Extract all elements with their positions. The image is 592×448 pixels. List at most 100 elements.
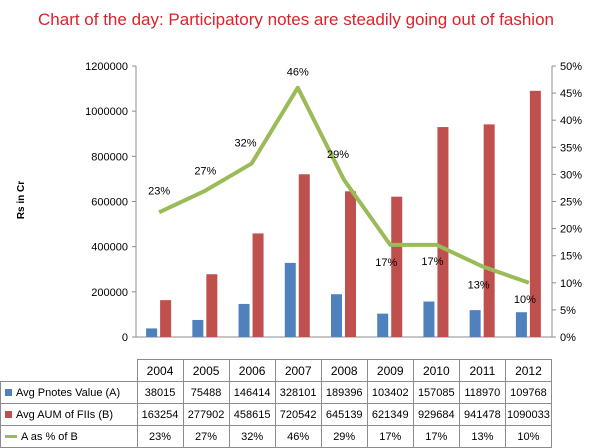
bar-aum xyxy=(252,233,264,337)
table-cell: 929684 xyxy=(412,403,460,426)
x-tick-label: 2004 xyxy=(136,359,184,382)
y2-tick-label: 40% xyxy=(560,115,582,127)
y2-tick-label: 5% xyxy=(560,305,576,317)
y-axis: 0 200000 400000 600000 800000 1000000 1200000 xyxy=(85,61,136,344)
bar-aum xyxy=(298,174,310,337)
y-tick-label: 1000000 xyxy=(85,106,128,118)
table-row-aum: Avg AUM of FIIs (B) 163254 277902 458615 72… xyxy=(0,403,553,426)
y2-tick-label: 20% xyxy=(560,224,582,236)
table-cell: 75488 xyxy=(182,381,230,404)
table-cell: 277902 xyxy=(182,403,230,426)
bar-pnotes xyxy=(331,294,342,337)
bar-pnotes xyxy=(284,262,296,337)
x-tick-label: 2010 xyxy=(412,359,460,382)
bar-aum xyxy=(437,127,449,338)
data-label-percent: 29% xyxy=(327,149,349,161)
bar-aum xyxy=(345,191,356,337)
table-cell: 645139 xyxy=(320,403,368,426)
y2-tick-label: 30% xyxy=(560,169,582,181)
table-cell: 10% xyxy=(504,425,553,448)
x-tick-label: 2005 xyxy=(182,359,230,382)
y-tick-label: 400000 xyxy=(91,242,128,254)
table-cell: 29% xyxy=(320,425,368,448)
legend-swatch-blue xyxy=(5,389,12,397)
bar-pnotes xyxy=(146,328,158,337)
table-cell: 720542 xyxy=(274,403,322,426)
data-label-percent: 17% xyxy=(375,257,397,269)
bar-pnotes xyxy=(377,313,389,337)
legend-entry-aum: Avg AUM of FIIs (B) xyxy=(0,403,138,426)
x-tick-label: 2008 xyxy=(320,359,368,382)
table-cell: 458615 xyxy=(228,403,276,426)
data-label-percent: 17% xyxy=(421,256,443,268)
bar-aum xyxy=(160,300,172,337)
legend-line-green xyxy=(5,435,17,439)
bar-pnotes xyxy=(423,301,435,337)
table-row-pnotes: Avg Pnotes Value (A) 38015 75488 146414 328… xyxy=(0,381,553,404)
legend-label: Avg AUM of FIIs (B) xyxy=(16,408,113,421)
legend-entry-percent: A as % of B xyxy=(0,425,138,448)
data-label-percent: 10% xyxy=(514,294,536,306)
data-label-percent: 13% xyxy=(468,280,490,292)
table-corner xyxy=(0,359,138,382)
bar-pnotes xyxy=(469,310,481,337)
chart-title: Chart of the day: Participatory notes ar… xyxy=(38,10,554,29)
bar-aum xyxy=(206,274,218,337)
y2-tick-label: 35% xyxy=(560,142,582,154)
x-tick-label: 2007 xyxy=(274,359,322,382)
y-tick-label: 0 xyxy=(122,332,128,344)
y2-tick-label: 45% xyxy=(560,88,582,100)
y-tick-label: 600000 xyxy=(91,197,128,209)
y2-tick-label: 50% xyxy=(560,61,582,73)
table-cell: 941478 xyxy=(458,403,506,426)
percent-line-path xyxy=(158,85,530,285)
data-label-percent: 23% xyxy=(148,185,170,197)
table-cell: 17% xyxy=(366,425,414,448)
legend-label: Avg Pnotes Value (A) xyxy=(16,386,121,399)
x-tick-label: 2011 xyxy=(458,359,506,382)
table-cell: 46% xyxy=(274,425,322,448)
bar-pnotes xyxy=(192,319,204,337)
y2-tick-label: 25% xyxy=(560,197,582,209)
table-cell: 189396 xyxy=(320,381,368,404)
table-cell: 103402 xyxy=(366,381,414,404)
bar-aum xyxy=(483,124,495,337)
y-axis-label: Rs in Cr xyxy=(16,181,27,219)
percent-line: 23% 27% 32% 46% 29% 17% 17% 13% 10% xyxy=(148,67,536,306)
x-tick-label: 2006 xyxy=(228,359,276,382)
chart-plot: 020000040000060000080000010000001200000 … xyxy=(16,61,582,344)
bar-aum xyxy=(529,90,541,337)
table-row-percent: A as % of B 23% 27% 32% 46% 29% 17% 17% 13% 10% xyxy=(0,425,553,448)
y-tick-label: 200000 xyxy=(91,287,128,299)
table-cell: 163254 xyxy=(136,403,184,426)
x-tick-label: 2012 xyxy=(504,359,553,382)
table-cell: 23% xyxy=(136,425,184,448)
y2-tick-label: 0% xyxy=(560,332,576,344)
data-label-percent: 46% xyxy=(287,67,309,79)
table-cell: 13% xyxy=(458,425,506,448)
table-cell: 157085 xyxy=(412,381,460,404)
table-cell: 146414 xyxy=(228,381,276,404)
table-cell: 109768 xyxy=(504,381,553,404)
y-tick-label: 1200000 xyxy=(85,61,128,73)
table-cell: 118970 xyxy=(458,381,506,404)
table-cell: 17% xyxy=(412,425,460,448)
bar-pnotes xyxy=(515,312,527,337)
y-tick-label: 800000 xyxy=(91,151,128,163)
legend-entry-pnotes: Avg Pnotes Value (A) xyxy=(0,381,138,404)
table-cell: 38015 xyxy=(136,381,184,404)
data-label-percent: 27% xyxy=(194,166,216,178)
data-label-percent: 32% xyxy=(235,138,257,150)
y2-tick-label: 15% xyxy=(560,251,582,263)
y2-tick-label: 10% xyxy=(560,278,582,290)
legend-label: A as % of B xyxy=(21,430,78,443)
table-header-row: 2004 2005 2006 2007 2008 2009 2010 2011 2012 xyxy=(0,359,553,382)
bar-aum xyxy=(391,196,403,337)
table-cell: 27% xyxy=(182,425,230,448)
table-cell: 32% xyxy=(228,425,276,448)
data-table: 2004 2005 2006 2007 2008 2009 2010 2011 2012 Avg… xyxy=(0,359,553,448)
table-cell: 328101 xyxy=(274,381,322,404)
table-cell: 621349 xyxy=(366,403,414,426)
secondary-y-axis: 0% 5% 10% 15% 20% 25% 30% 35% 40% 45% 50% xyxy=(552,61,582,344)
bar-pnotes xyxy=(238,303,250,337)
